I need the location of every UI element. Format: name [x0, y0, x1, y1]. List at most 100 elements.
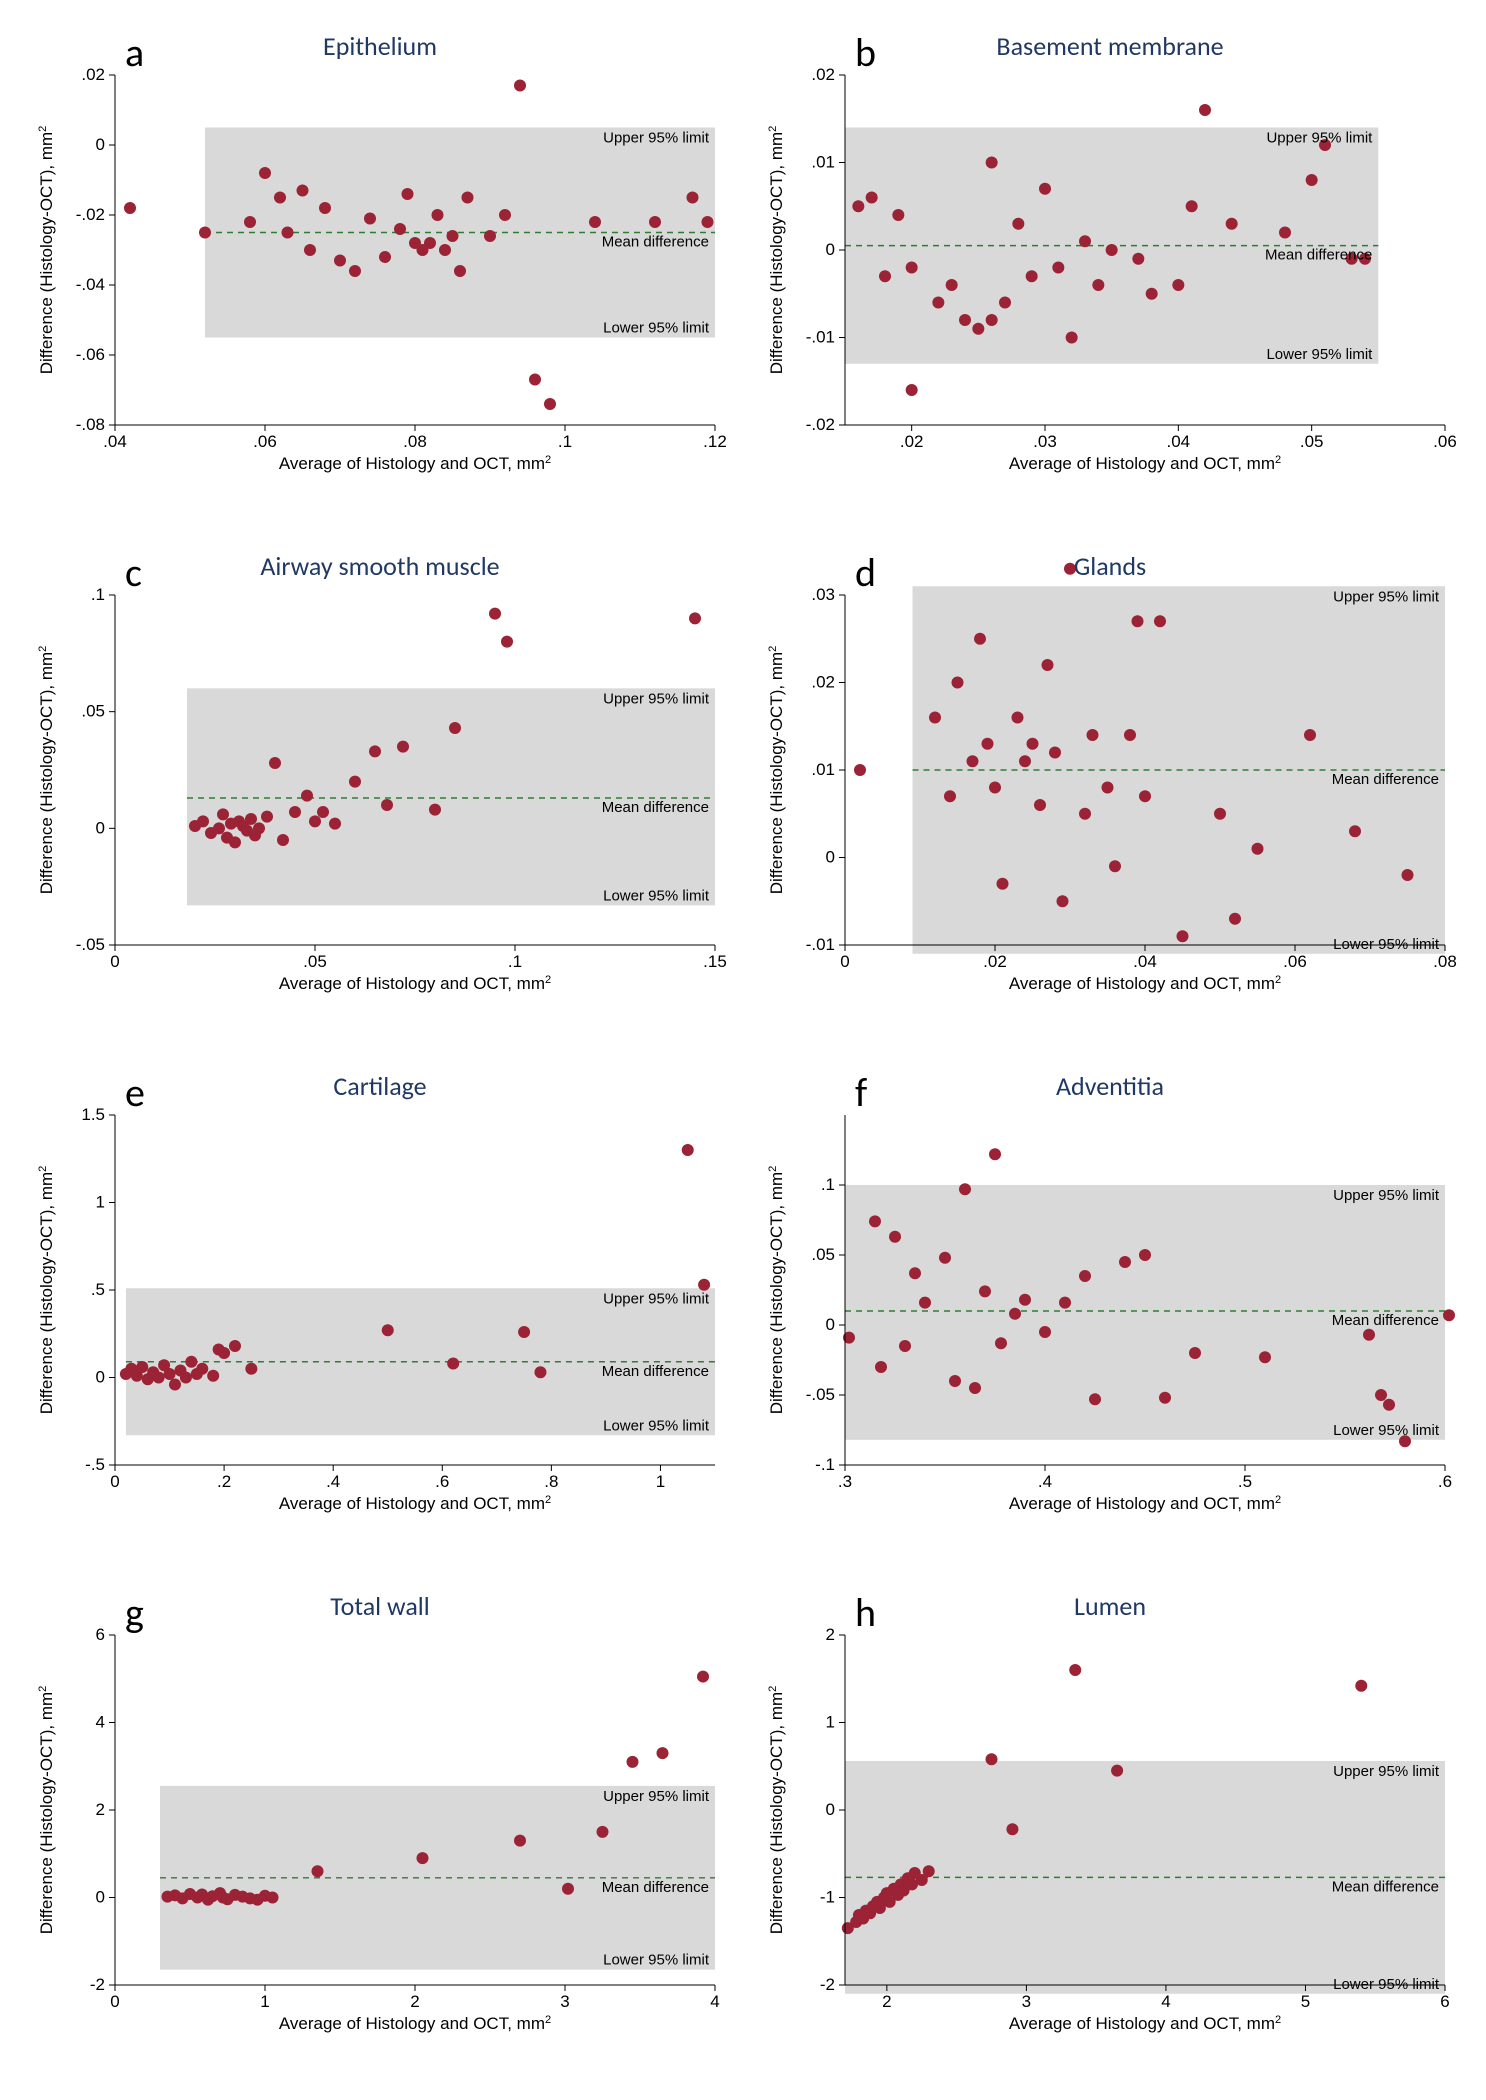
- mean-label: Mean difference: [1265, 247, 1372, 264]
- ytick-label: 1: [96, 1193, 105, 1212]
- data-point: [317, 806, 329, 818]
- ytick-label: -.05: [76, 935, 105, 954]
- upper-limit-label: Upper 95% limit: [603, 690, 710, 707]
- data-point: [697, 1671, 709, 1683]
- data-point: [196, 1363, 208, 1375]
- data-point: [923, 1865, 935, 1877]
- y-axis-label: Difference (Histology-OCT), mm2: [767, 646, 786, 895]
- ytick-label: 1.5: [81, 1105, 105, 1124]
- data-point: [1279, 227, 1291, 239]
- lower-limit-label: Lower 95% limit: [1266, 346, 1373, 363]
- xtick-label: .02: [983, 952, 1007, 971]
- xtick-label: .12: [703, 432, 727, 451]
- mean-label: Mean difference: [602, 1879, 709, 1896]
- data-point: [702, 216, 714, 228]
- data-point: [989, 1148, 1001, 1160]
- data-point: [1124, 729, 1136, 741]
- data-point: [274, 192, 286, 204]
- data-point: [906, 384, 918, 396]
- data-point: [562, 1883, 574, 1895]
- panel-c: cAirway smooth muscle0.05.1.15-.050.05.1…: [30, 540, 730, 1010]
- data-point: [687, 192, 699, 204]
- data-point: [1259, 1351, 1271, 1363]
- ytick-label: -1: [820, 1888, 835, 1907]
- lower-limit-label: Lower 95% limit: [603, 1417, 710, 1434]
- data-point: [164, 1368, 176, 1380]
- data-point: [309, 815, 321, 827]
- xtick-label: 2: [410, 1992, 419, 2011]
- data-point: [245, 1363, 257, 1375]
- data-point: [1102, 782, 1114, 794]
- panel-svg-g: 01234-20246Average of Histology and OCT,…: [30, 1580, 730, 2050]
- panel-svg-h: 23456-2-1012Average of Histology and OCT…: [760, 1580, 1460, 2050]
- mean-label: Mean difference: [1332, 1312, 1439, 1329]
- panel-a: aEpithelium.04.06.08.1.12-.08-.06-.04-.0…: [30, 20, 730, 490]
- data-point: [1079, 808, 1091, 820]
- ytick-label: .03: [811, 585, 835, 604]
- data-point: [229, 1340, 241, 1352]
- ytick-label: -.01: [806, 328, 835, 347]
- data-point: [932, 297, 944, 309]
- data-point: [1039, 1326, 1051, 1338]
- panel-svg-b: .02.03.04.05.06-.02-.010.01.02Average of…: [760, 20, 1460, 490]
- data-point: [1006, 1823, 1018, 1835]
- data-point: [381, 799, 393, 811]
- xtick-label: .08: [1433, 952, 1457, 971]
- data-point: [349, 265, 361, 277]
- ytick-label: 1: [826, 1713, 835, 1732]
- data-point: [1306, 174, 1318, 186]
- data-point: [982, 738, 994, 750]
- data-point: [657, 1747, 669, 1759]
- xtick-label: .6: [1438, 1472, 1452, 1491]
- data-point: [1177, 930, 1189, 942]
- data-point: [1079, 235, 1091, 247]
- data-point: [854, 764, 866, 776]
- data-point: [1186, 200, 1198, 212]
- ytick-label: .1: [91, 585, 105, 604]
- data-point: [1019, 755, 1031, 767]
- data-point: [979, 1285, 991, 1297]
- data-point: [1034, 799, 1046, 811]
- ytick-label: .5: [91, 1280, 105, 1299]
- data-point: [1119, 1256, 1131, 1268]
- xtick-label: .4: [326, 1472, 340, 1491]
- data-point: [1019, 1294, 1031, 1306]
- ytick-label: .02: [81, 65, 105, 84]
- data-point: [439, 244, 451, 256]
- lower-limit-label: Lower 95% limit: [603, 1952, 710, 1969]
- y-axis-label: Difference (Histology-OCT), mm2: [37, 1166, 56, 1415]
- ytick-label: -.05: [806, 1385, 835, 1404]
- data-point: [906, 262, 918, 274]
- data-point: [364, 213, 376, 225]
- data-point: [289, 806, 301, 818]
- panel-f: fAdventitia.3.4.5.6-.1-.050.05.1Average …: [760, 1060, 1460, 1530]
- data-point: [1363, 1329, 1375, 1341]
- upper-limit-label: Upper 95% limit: [1333, 588, 1440, 605]
- data-point: [124, 202, 136, 214]
- data-point: [534, 1366, 546, 1378]
- y-axis-label: Difference (Histology-OCT), mm2: [37, 646, 56, 895]
- data-point: [514, 80, 526, 92]
- upper-limit-label: Upper 95% limit: [603, 1290, 710, 1307]
- xtick-label: .1: [558, 432, 572, 451]
- data-point: [229, 836, 241, 848]
- data-point: [1349, 825, 1361, 837]
- data-point: [597, 1826, 609, 1838]
- data-point: [301, 790, 313, 802]
- ytick-label: .02: [811, 65, 835, 84]
- figure-container: aEpithelium.04.06.08.1.12-.08-.06-.04-.0…: [0, 0, 1486, 2100]
- data-point: [277, 834, 289, 846]
- ytick-label: 0: [826, 848, 835, 867]
- data-point: [972, 323, 984, 335]
- xtick-label: .2: [217, 1472, 231, 1491]
- data-point: [589, 216, 601, 228]
- data-point: [995, 1337, 1007, 1349]
- data-point: [1189, 1347, 1201, 1359]
- data-point: [969, 1382, 981, 1394]
- ytick-label: .01: [811, 153, 835, 172]
- data-point: [892, 209, 904, 221]
- data-point: [919, 1297, 931, 1309]
- data-point: [1132, 253, 1144, 265]
- data-point: [269, 757, 281, 769]
- x-axis-label: Average of Histology and OCT, mm2: [279, 2014, 551, 2033]
